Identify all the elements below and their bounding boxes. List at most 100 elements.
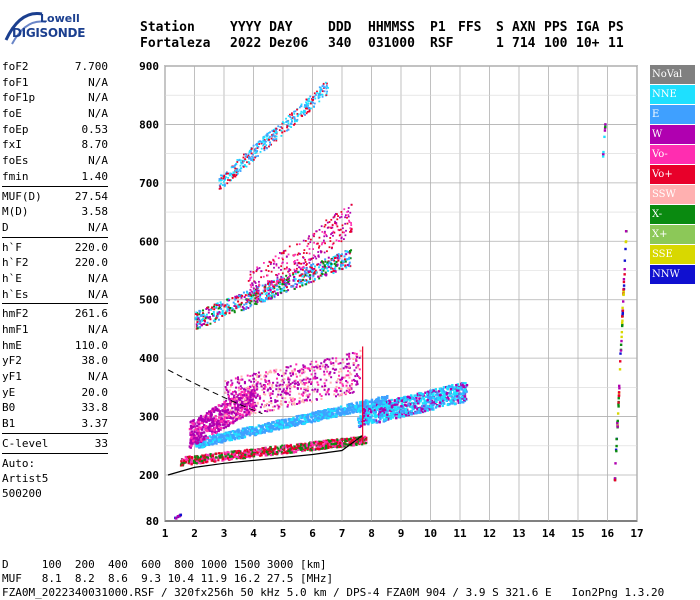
header-value-1: 2022 Dez06 (230, 36, 309, 51)
echo-dot-spread-mid (300, 393, 303, 396)
echo-dot-o-trace (233, 432, 237, 436)
echo-dot-third-hop (283, 130, 286, 133)
echo-dot-second-hop (325, 267, 328, 270)
echo-dot-spread-left (197, 426, 201, 429)
echo-dot-second-hop (266, 298, 269, 301)
echo-dot-o-trace (227, 432, 231, 435)
echo-dot-spread-mid (333, 368, 336, 371)
echo-dot-spread-mid (280, 374, 283, 377)
echo-dot-third-hop (325, 94, 328, 96)
echo-dot-second-spread (333, 214, 336, 217)
echo-dot-second-spread (312, 248, 315, 251)
echo-dot-spread-mid (266, 389, 269, 392)
echo-dot-spread-left (223, 409, 226, 412)
echo-dot-third-hop (220, 187, 222, 190)
echo-dot-o-trace (275, 426, 278, 430)
echo-dot-high-freq (452, 386, 455, 389)
echo-dot-high-freq (438, 404, 441, 408)
echo-dot-o-trace (377, 396, 380, 399)
echo-dot-o-trace (256, 432, 260, 435)
echo-dot-second-spread (308, 248, 311, 250)
echo-dot-second-spread (303, 249, 306, 252)
echo-dot-second-hop (334, 265, 337, 268)
echo-dot-second-hop (296, 271, 299, 274)
param-name: hmF1 (2, 323, 29, 336)
echo-dot-spread-mid (309, 399, 312, 402)
echo-dot-spread-mid (351, 391, 354, 394)
echo-dot-spread-mid (302, 378, 305, 381)
echo-dot-spread-mid (342, 376, 345, 379)
echo-dot-spread-mid (224, 406, 227, 409)
echo-dot-second-hop (267, 294, 270, 297)
param-value: N/A (88, 370, 108, 384)
echo-dot-high-freq (455, 392, 459, 396)
echo-dot-second-hop (325, 263, 328, 266)
echo-dot-second-hop (249, 302, 252, 305)
echo-dot-second-hop (259, 293, 262, 296)
echo-dot-second-hop (285, 274, 288, 277)
echo-dot-high-freq (413, 405, 417, 408)
echo-dot-second-hop (231, 309, 234, 312)
echo-dot-o-trace (317, 418, 321, 422)
echo-dot-spread-mid (254, 385, 257, 388)
echo-dot-spread-mid (290, 400, 293, 403)
echo-dot-second-spread (277, 279, 280, 282)
echo-dot-o-trace (223, 438, 226, 442)
param-name: D (2, 220, 9, 234)
echo-dot-spread-mid (291, 403, 294, 406)
echo-dot-spread-mid (281, 396, 284, 399)
echo-dot-second-spread (334, 220, 336, 223)
echo-dot-high-freq (389, 415, 392, 418)
echo-dot-high-freq (407, 411, 411, 414)
echo-dot-third-hop (236, 159, 239, 161)
echo-dot-spread-mid (253, 403, 256, 406)
echo-dot-second-hop (271, 291, 274, 294)
echo-dot-low-trace (332, 443, 335, 446)
echo-dot-o-trace (357, 406, 360, 409)
echo-dot-o-trace (256, 429, 259, 433)
echo-dot-second-spread (320, 251, 322, 254)
echo-dot-third-hop (218, 178, 221, 180)
echo-dot-high-freq (425, 395, 428, 398)
echo-dot-high-freq (432, 396, 435, 400)
echo-dot-spread-mid (227, 393, 230, 396)
echo-dot-spread-left (225, 422, 228, 425)
echo-dot-o-trace (263, 429, 267, 432)
echo-dot-second-hop (309, 267, 312, 270)
echo-dot-spread-left (221, 419, 224, 423)
echo-dot-third-hop (319, 94, 321, 97)
echo-dot-low-trace (281, 448, 284, 451)
echo-dot-spread-mid (307, 385, 310, 388)
echo-dot-spread-mid (348, 365, 351, 368)
echo-dot-high-freq (364, 416, 367, 419)
x-tick-label: 17 (630, 527, 643, 540)
echo-dot-second-spread (264, 284, 267, 286)
echo-dot-high-freq (398, 412, 402, 415)
echo-dot-o-trace (303, 422, 307, 425)
echo-dot-low-trace (330, 438, 333, 442)
echo-dot-second-hop (240, 301, 243, 304)
echo-dot-second-hop (200, 318, 203, 321)
echo-dot-high-freq (407, 403, 410, 406)
echo-dot-low-trace (308, 442, 311, 445)
echo-dot-high-freq (362, 419, 366, 423)
echo-dot-high-freq (462, 390, 465, 393)
echo-dot-spread-mid (282, 373, 285, 376)
echo-dot-high-freq (366, 408, 369, 411)
echo-dot-high-freq (445, 398, 448, 402)
logo-text-digisonde: DIGISONDE (12, 26, 86, 40)
echo-dot-high-freq (410, 412, 413, 416)
echo-dot-second-hop (279, 288, 282, 291)
echo-dot-second-hop (268, 282, 271, 285)
echo-dot-high-freq (462, 399, 466, 402)
echo-dot-second-spread (280, 265, 283, 268)
echo-dot-o-trace (297, 418, 300, 421)
echo-dot-second-hop (332, 256, 335, 259)
echo-dot-low-trace (265, 453, 268, 457)
echo-dot-second-spread (260, 276, 263, 279)
echo-dot-spread-mid (293, 369, 296, 372)
echo-dot-second-spread (281, 262, 284, 265)
echo-dot-high-freq (464, 388, 467, 391)
echo-dot-low-trace (206, 460, 209, 463)
echo-dot-high-freq (390, 405, 394, 408)
